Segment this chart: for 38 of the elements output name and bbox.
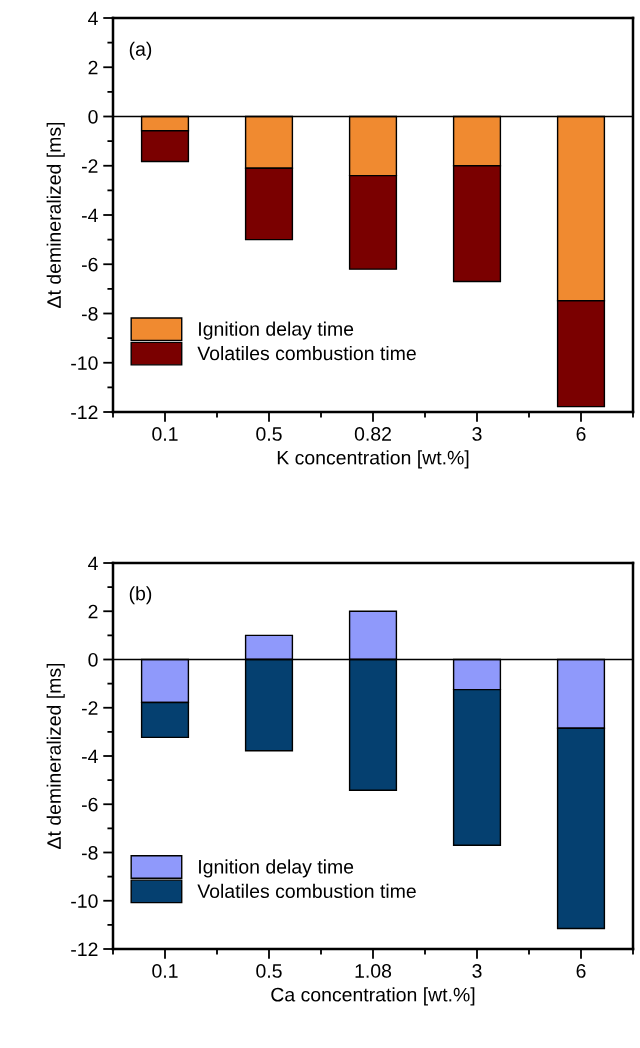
- y-tick-label: -12: [71, 942, 98, 957]
- x-tick-label: 1.08: [355, 964, 392, 978]
- x-tick-label: 0.1: [152, 427, 178, 441]
- y-tick-label: -10: [71, 356, 98, 370]
- x-tick-label: 3: [472, 427, 482, 441]
- y-tick-label: -12: [71, 405, 98, 420]
- x-tick-label: 3: [472, 964, 482, 978]
- annotation: (a): [129, 41, 152, 60]
- y-tick-label: -4: [81, 208, 98, 223]
- y-tick-label: -10: [71, 894, 98, 908]
- y-tick-label: -6: [81, 797, 98, 812]
- x-axis-title: Ca concentration [wt.%]: [271, 987, 475, 1006]
- y-tick-label: -2: [81, 701, 98, 715]
- x-tick-label: 6: [576, 964, 586, 978]
- x-axis-title: K concentration [wt.%]: [277, 450, 469, 469]
- y-axis-title: Δt demineralized [ms]: [46, 122, 65, 308]
- y-tick-label: 2: [88, 604, 98, 619]
- y-tick-label: -8: [81, 845, 98, 860]
- y-tick-label: -2: [81, 159, 98, 173]
- x-tick-label: 6: [576, 427, 586, 441]
- y-tick-label: 2: [88, 60, 98, 75]
- legend-label: Volatiles combustion time: [197, 345, 416, 361]
- y-axis-title: Δt demineralized [ms]: [46, 663, 65, 849]
- legend-label: Ignition delay time: [199, 859, 354, 878]
- x-tick-label: 0.5: [256, 964, 282, 978]
- y-tick-label: -8: [81, 306, 98, 321]
- y-tick-label: 4: [88, 11, 98, 26]
- legend-label: Ignition delay time: [199, 321, 354, 340]
- x-tick-label: 0.1: [152, 964, 178, 978]
- x-tick-label: 0.5: [256, 427, 282, 441]
- legend-label: Volatiles combustion time: [197, 883, 416, 899]
- y-tick-label: 0: [88, 109, 98, 124]
- annotation: (b): [129, 586, 152, 605]
- y-tick-label: -6: [81, 257, 98, 272]
- y-tick-label: -4: [81, 749, 98, 764]
- y-tick-label: 4: [88, 556, 98, 571]
- x-tick-label: 0.82: [354, 427, 391, 441]
- y-tick-label: 0: [88, 652, 98, 667]
